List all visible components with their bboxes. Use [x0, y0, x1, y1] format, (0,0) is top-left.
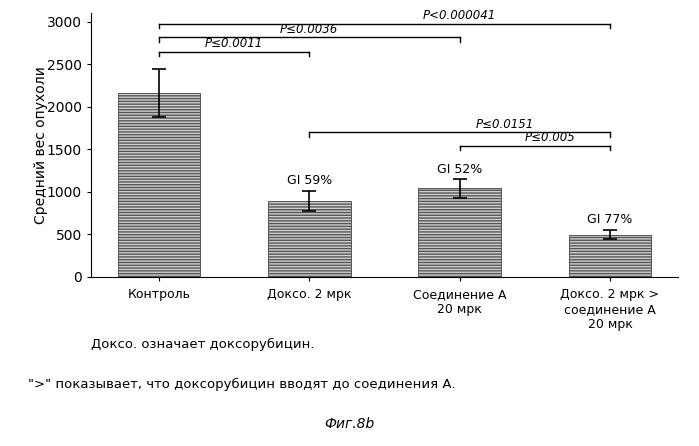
Bar	[569, 235, 651, 277]
Text: GI 77%: GI 77%	[587, 214, 633, 227]
Text: Доксо. означает доксорубицин.: Доксо. означает доксорубицин.	[91, 338, 315, 351]
Y-axis label: Средний вес опухоли: Средний вес опухоли	[34, 66, 48, 224]
Text: ">" показывает, что доксорубицин вводят до соединения А.: ">" показывает, что доксорубицин вводят …	[28, 378, 456, 391]
Text: GI 52%: GI 52%	[437, 162, 482, 176]
Bar	[268, 201, 351, 277]
Text: Фиг.8b: Фиг.8b	[324, 417, 375, 431]
Text: P≤0.0036: P≤0.0036	[280, 23, 338, 36]
Text: P≤0.005: P≤0.005	[524, 131, 575, 144]
Bar	[117, 93, 200, 277]
Text: P≤0.0151: P≤0.0151	[475, 118, 534, 131]
Bar	[418, 188, 501, 277]
Text: P≤0.0011: P≤0.0011	[205, 37, 264, 50]
Text: GI 59%: GI 59%	[287, 174, 332, 187]
Text: P<0.000041: P<0.000041	[423, 9, 496, 22]
